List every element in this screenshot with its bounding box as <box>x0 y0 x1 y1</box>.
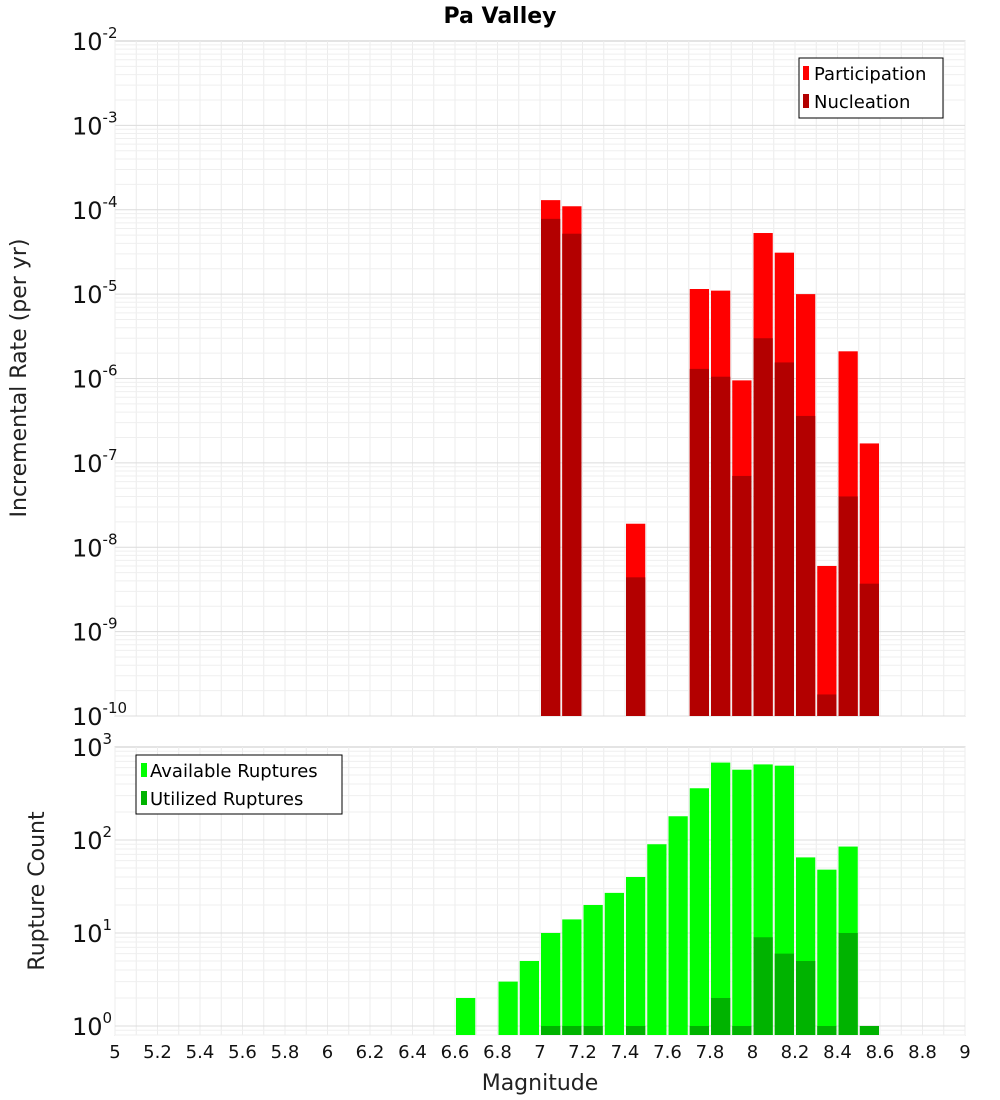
chart-title: Pa Valley <box>443 4 556 29</box>
bar-available-ruptures <box>498 981 518 1035</box>
bar-nucleation <box>838 496 858 716</box>
y-tick-label: 10-6 <box>72 362 118 394</box>
bottom-y-tick-labels: 100 101 102 103 <box>72 730 112 1041</box>
bar-utilized-ruptures <box>838 932 858 1035</box>
bar-available-ruptures <box>626 877 646 1035</box>
top-legend-box <box>798 57 944 119</box>
x-tick-label: 6.6 <box>441 1042 470 1063</box>
bar-available-ruptures <box>668 816 688 1035</box>
x-tick-label: 7.8 <box>696 1042 725 1063</box>
y-tick-label: 10-9 <box>72 615 118 647</box>
bar-nucleation <box>732 475 752 716</box>
y-tick-label: 100 <box>72 1009 112 1041</box>
bar-nucleation <box>541 218 561 716</box>
x-tick-label: 6.2 <box>356 1042 385 1063</box>
bottom-y-axis-label: Rupture Count <box>25 811 50 971</box>
bar-available-ruptures <box>689 788 709 1035</box>
y-tick-label: 10-4 <box>72 193 118 225</box>
bar-utilized-ruptures <box>774 953 794 1035</box>
bar-nucleation <box>753 338 773 716</box>
bar-nucleation <box>859 583 879 716</box>
bar-utilized-ruptures <box>562 1025 582 1035</box>
y-tick-label: 10-7 <box>72 446 118 478</box>
bottom-panel: 100 101 102 103 Rupture Count Available Rup… <box>25 730 971 1096</box>
x-tick-label: 7.2 <box>568 1042 597 1063</box>
y-tick-label: 10-3 <box>72 108 118 140</box>
bar-available-ruptures <box>604 892 624 1035</box>
x-tick-label: 6 <box>322 1042 333 1063</box>
legend-label-available: Available Ruptures <box>150 761 318 782</box>
bar-available-ruptures <box>519 960 539 1035</box>
bar-utilized-ruptures <box>817 1025 837 1035</box>
legend-swatch-nucleation <box>803 94 809 108</box>
bar-nucleation <box>689 368 709 716</box>
legend-label-utilized: Utilized Ruptures <box>150 789 303 810</box>
y-tick-label: 101 <box>72 916 112 948</box>
x-tick-labels: 5 5.2 5.4 5.6 5.8 6 6.2 6.4 6.6 6.8 7 7.2 7.4 7.6 7.8 8… <box>109 1042 970 1063</box>
y-tick-label: 10-10 <box>72 699 127 731</box>
x-tick-label: 9 <box>959 1042 970 1063</box>
bar-available-ruptures <box>711 762 731 1035</box>
bar-utilized-ruptures <box>753 937 773 1035</box>
bar-available-ruptures <box>562 919 582 1035</box>
bar-utilized-ruptures <box>583 1025 603 1035</box>
legend-swatch-utilized <box>141 791 147 805</box>
top-y-tick-labels: 10-10 10-9 10-8 10-7 10-6 10-5 10-4 10-3 10-2 <box>72 24 127 731</box>
x-tick-label: 7.4 <box>611 1042 640 1063</box>
x-axis-label: Magnitude <box>482 1071 599 1096</box>
bar-utilized-ruptures <box>796 960 816 1035</box>
legend-label-participation: Participation <box>814 64 926 85</box>
bar-utilized-ruptures <box>711 997 731 1035</box>
bar-utilized-ruptures <box>732 1025 752 1035</box>
bar-available-ruptures <box>647 844 667 1035</box>
x-tick-label: 7.6 <box>653 1042 682 1063</box>
bottom-legend-box <box>135 754 343 815</box>
top-gridlines <box>114 41 966 717</box>
x-tick-label: 7 <box>534 1042 545 1063</box>
bottom-bars <box>456 762 879 1035</box>
bar-available-ruptures <box>456 997 476 1035</box>
y-tick-label: 10-5 <box>72 277 118 309</box>
bar-available-ruptures <box>583 904 603 1035</box>
y-tick-label: 10-8 <box>72 530 118 562</box>
top-legend: Participation Nucleation <box>798 57 944 119</box>
bar-available-ruptures <box>732 769 752 1035</box>
bar-participation <box>817 565 837 716</box>
x-tick-label: 8.4 <box>823 1042 852 1063</box>
x-tick-label: 5.2 <box>143 1042 172 1063</box>
bar-nucleation <box>796 415 816 716</box>
bottom-legend: Available Ruptures Utilized Ruptures <box>135 754 343 815</box>
bar-utilized-ruptures <box>859 1025 879 1035</box>
top-panel: 10-10 10-9 10-8 10-7 10-6 10-5 10-4 10-3 10-2 In… <box>7 24 966 731</box>
x-tick-label: 8.6 <box>866 1042 895 1063</box>
x-tick-label: 6.8 <box>483 1042 512 1063</box>
bar-available-ruptures <box>541 932 561 1035</box>
x-tick-label: 5.8 <box>271 1042 300 1063</box>
x-tick-label: 6.4 <box>398 1042 427 1063</box>
y-tick-label: 103 <box>72 730 112 762</box>
x-tick-label: 5 <box>109 1042 120 1063</box>
x-tick-label: 5.4 <box>186 1042 215 1063</box>
bar-nucleation <box>817 694 837 716</box>
x-tick-label: 8.2 <box>781 1042 810 1063</box>
bar-utilized-ruptures <box>689 1025 709 1035</box>
x-tick-label: 8 <box>747 1042 758 1063</box>
bar-nucleation <box>774 362 794 716</box>
top-bars <box>541 200 879 716</box>
bar-available-ruptures <box>817 869 837 1035</box>
legend-swatch-participation <box>803 66 809 80</box>
bar-nucleation <box>626 577 646 716</box>
legend-swatch-available <box>141 763 147 777</box>
bar-utilized-ruptures <box>541 1025 561 1035</box>
y-tick-label: 10-2 <box>72 24 118 56</box>
bar-utilized-ruptures <box>626 1025 646 1035</box>
bar-nucleation <box>711 376 731 716</box>
top-y-axis-label: Incremental Rate (per yr) <box>7 239 32 518</box>
x-tick-label: 8.8 <box>908 1042 937 1063</box>
legend-label-nucleation: Nucleation <box>814 92 910 113</box>
bar-nucleation <box>562 233 582 716</box>
y-tick-label: 102 <box>72 823 112 855</box>
x-tick-label: 5.6 <box>228 1042 257 1063</box>
